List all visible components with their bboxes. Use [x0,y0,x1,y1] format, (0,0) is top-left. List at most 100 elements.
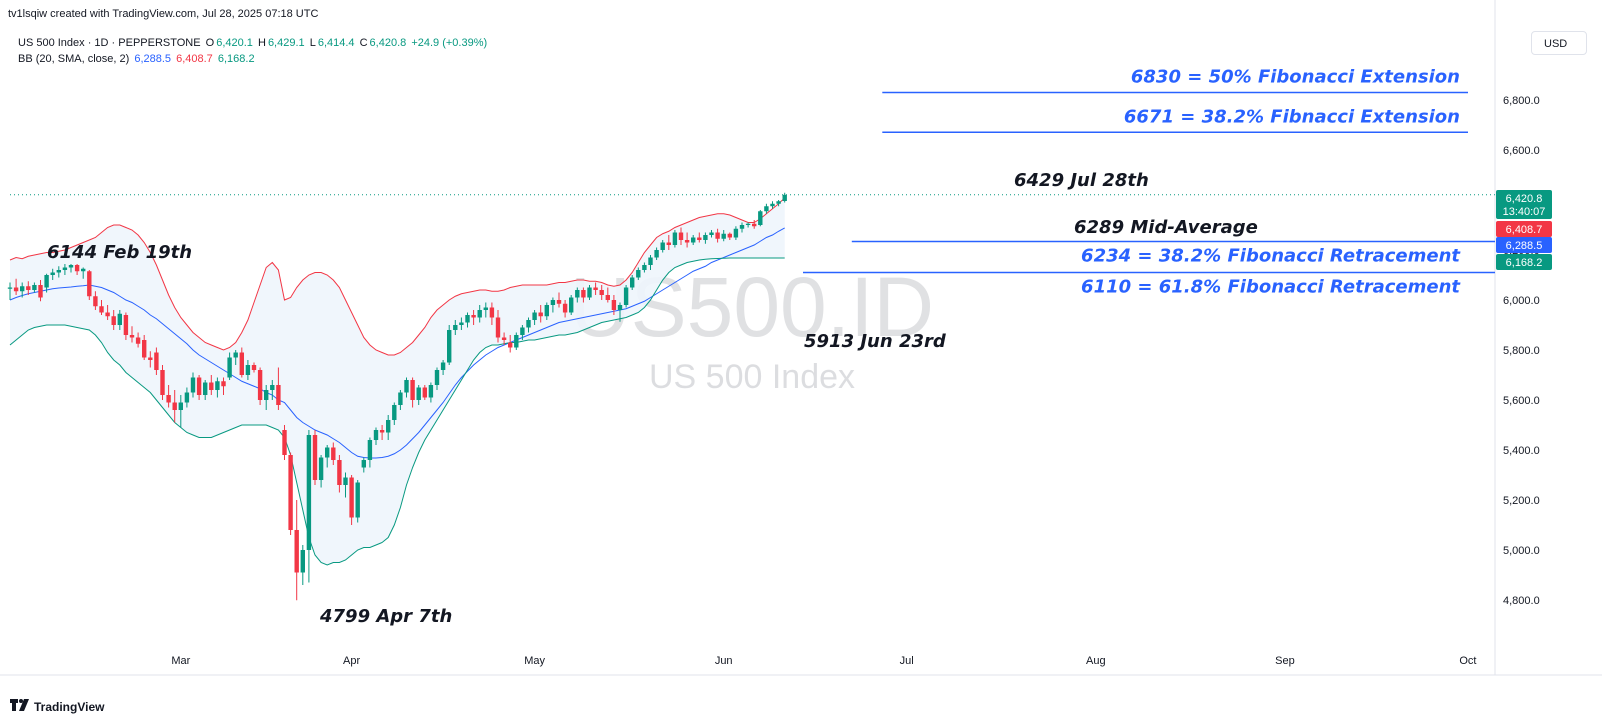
candle-body [544,305,549,317]
candle-body [508,342,513,348]
candle [337,455,342,493]
annotation-label: 6429 Jul 28th [1014,170,1149,191]
annotation-label: 6144 Feb 19th [47,242,192,263]
candle-body [752,223,757,227]
candle-body [605,295,610,300]
candle [135,332,141,348]
candle [752,220,757,229]
price-tag-value: 6,168.2 [1506,257,1543,269]
candle [630,275,635,290]
candle [550,297,556,313]
candle-body [282,430,287,455]
candle [440,360,446,375]
candle-body [636,270,641,278]
candle-body [587,287,592,298]
candle-body [691,237,696,243]
candle-body [221,381,226,387]
candle [733,226,739,240]
candle [721,230,726,242]
candle [93,291,98,310]
candle [709,230,714,238]
candle-body [477,310,482,318]
candle-body [300,550,305,573]
x-tick-label: Mar [171,655,190,667]
low-value: 6,414.4 [317,37,355,49]
candle-body [50,272,55,275]
candle-body [337,460,342,485]
candle-body [660,242,665,250]
candle [599,285,604,300]
candle [203,380,208,400]
candle [215,377,220,398]
candle [697,232,702,243]
symbol-label[interactable]: US 500 Index · 1D · PEPPERSTONE [18,37,201,49]
price-tag-bg [1496,190,1552,219]
candle [105,305,110,320]
currency-button[interactable]: USD [1531,31,1587,55]
candle-body [654,250,659,258]
time-axis[interactable]: Mar Apr May Jun Jul Aug Sep Oct [171,655,1476,667]
candle [367,437,373,468]
candle [447,325,452,365]
candle [617,302,623,322]
fib-label: 6830 = 50% Fibonacci Extension [1131,67,1460,88]
candle [87,270,92,300]
bb-line: BB (20, SMA, close, 2) 6,288.5 6,408.7 6… [18,51,489,67]
tradingview-footer[interactable]: TradingView [10,699,104,714]
candle [556,292,562,308]
candle [227,352,232,380]
price-tag-bg [1496,237,1552,253]
price-axis[interactable]: 4,800.0 5,000.0 5,200.0 5,400.0 5,600.0 5,800… [1503,95,1540,607]
candle [99,300,104,315]
candle [251,362,257,373]
candle-body [148,357,153,360]
candle [386,415,391,440]
candle [44,273,49,293]
candle [190,372,196,398]
candle [489,302,495,325]
candle-body [178,402,183,410]
candle [142,335,147,360]
candle-body [331,447,336,460]
candle [20,282,25,298]
candle [660,240,665,253]
candle-body [154,352,159,370]
candle-body [215,381,220,390]
candle-body [239,352,244,375]
candle [605,287,610,303]
candle [636,267,641,280]
candle-body [501,337,507,340]
candle [501,332,507,345]
candle-body [398,392,403,405]
fib-label: 6110 = 61.8% Fibonacci Retracement [1081,277,1461,298]
candle-body [81,268,86,272]
candle-body [20,286,25,292]
candle [270,380,275,400]
candle [209,375,214,395]
candle [581,287,586,303]
candle [154,347,159,375]
price-tag-value: 6,288.5 [1506,240,1543,252]
candle [166,385,171,408]
price-tags: 6,420.813:40:07 6,408.7 6,288.5 6,168.2 [1496,190,1552,270]
candle [184,387,190,408]
candle [770,201,775,209]
candle [221,377,226,395]
candle [471,310,476,325]
high-label: H [257,37,266,49]
candle [428,382,434,403]
candle-body [599,290,604,295]
bb-label[interactable]: BB (20, SMA, close, 2) [18,53,130,65]
candle [62,264,68,275]
candle-body [190,377,196,393]
high-value: 6,429.1 [267,37,305,49]
candle-body [233,352,238,358]
candle-body [111,316,116,325]
candle [642,262,647,273]
candle-body [733,228,739,238]
candle [715,228,720,243]
candle [13,278,19,295]
bb-lower-value: 6,168.2 [217,53,255,65]
candle-body [447,330,452,363]
